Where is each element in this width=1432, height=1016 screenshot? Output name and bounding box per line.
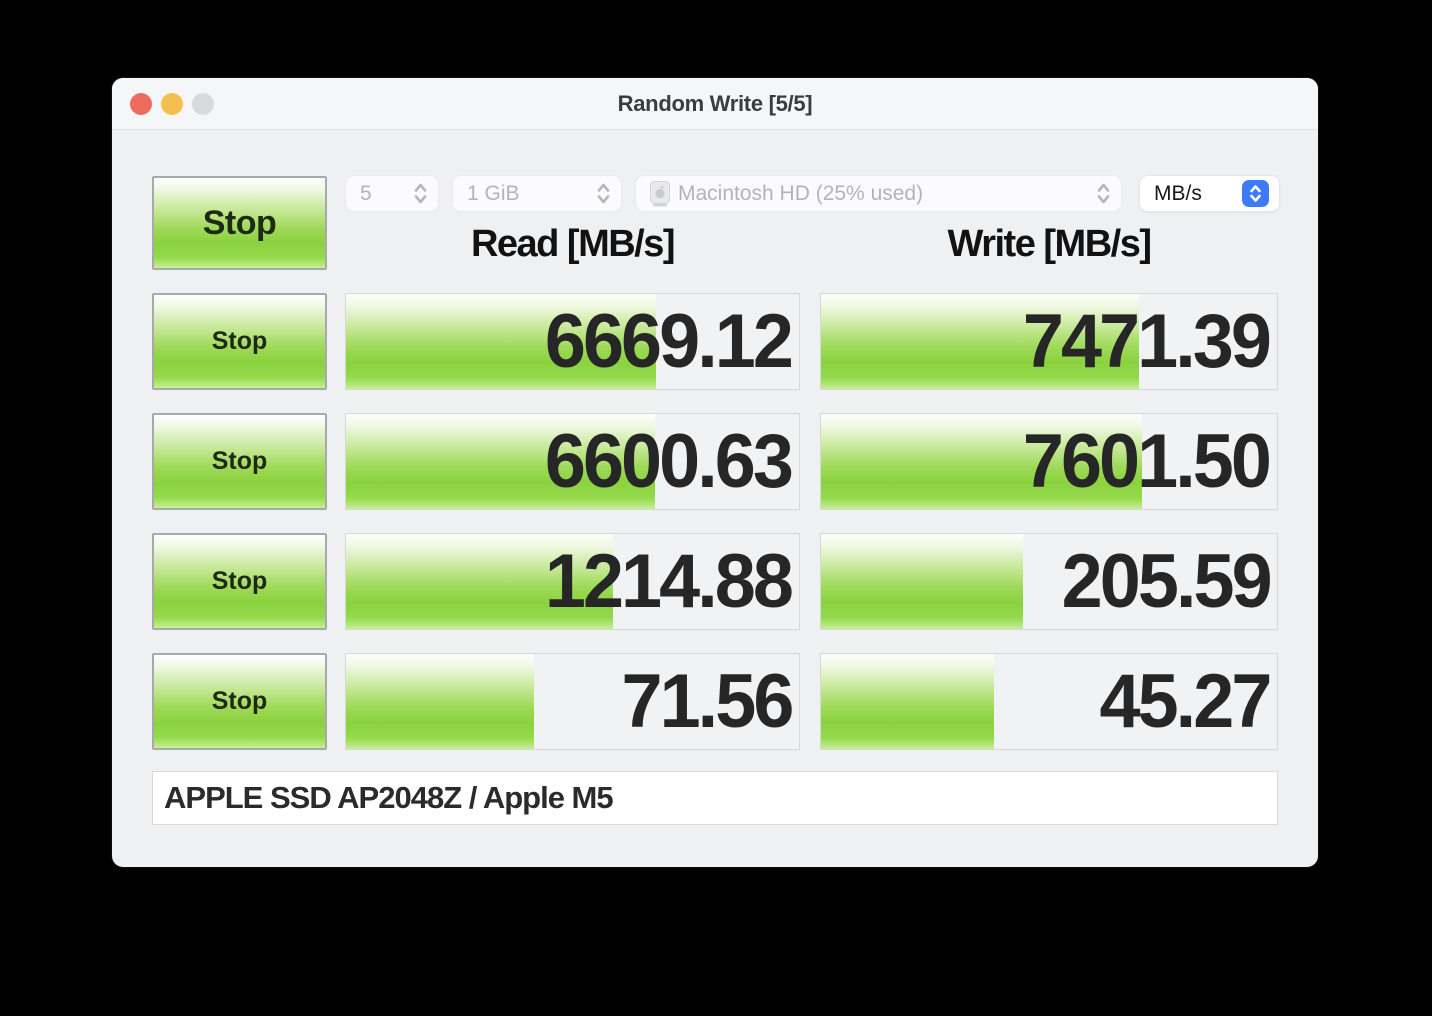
title-bar[interactable]: Random Write [5/5] xyxy=(112,78,1318,130)
read-result-bar xyxy=(346,414,655,509)
read-result-value: 6600.63 xyxy=(545,419,794,504)
test-size-value: 1 GiB xyxy=(467,181,520,205)
write-result-value: 7601.50 xyxy=(1023,419,1272,504)
write-result-value: 45.27 xyxy=(1099,659,1272,744)
read-result-cell: 1214.88 xyxy=(345,533,800,630)
read-result-bar xyxy=(346,534,614,629)
result-row: Stop 6600.63 7601.50 xyxy=(112,413,1318,510)
write-result-cell: 45.27 xyxy=(820,653,1278,750)
write-result-bar xyxy=(821,654,995,749)
write-result-cell: 205.59 xyxy=(820,533,1278,630)
stop-test-button[interactable]: Stop xyxy=(152,533,327,630)
stop-test-button[interactable]: Stop xyxy=(152,653,327,750)
read-result-cell: 6600.63 xyxy=(345,413,800,510)
result-row: Stop 6669.12 7471.39 xyxy=(112,293,1318,390)
result-row: Stop 71.56 45.27 xyxy=(112,653,1318,750)
stepper-chevrons-icon xyxy=(1096,182,1111,205)
stepper-chevrons-icon xyxy=(596,182,611,205)
read-result-value: 1214.88 xyxy=(545,539,794,624)
test-count-value: 5 xyxy=(360,181,372,205)
internal-drive-icon xyxy=(650,180,670,207)
write-result-bar xyxy=(821,534,1023,629)
read-result-cell: 71.56 xyxy=(345,653,800,750)
write-result-value: 7471.39 xyxy=(1023,299,1272,384)
stop-test-button[interactable]: Stop xyxy=(152,413,327,510)
read-result-bar xyxy=(346,294,657,389)
select-chevrons-icon xyxy=(1242,180,1269,207)
volume-value: Macintosh HD (25% used) xyxy=(678,181,924,205)
volume-select: Macintosh HD (25% used) xyxy=(636,176,1121,211)
zoom-button-disabled xyxy=(192,93,214,115)
minimize-button[interactable] xyxy=(161,93,183,115)
stop-all-button[interactable]: Stop xyxy=(152,176,327,270)
close-button[interactable] xyxy=(130,93,152,115)
result-row: Stop 1214.88 205.59 xyxy=(112,533,1318,630)
unit-select[interactable]: MB/s xyxy=(1140,176,1279,211)
write-column-header: Write [MB/s] xyxy=(947,222,1152,265)
write-result-cell: 7471.39 xyxy=(820,293,1278,390)
unit-value: MB/s xyxy=(1154,181,1202,205)
write-result-bar xyxy=(821,414,1142,509)
read-result-bar xyxy=(346,654,534,749)
read-result-value: 71.56 xyxy=(621,659,794,744)
test-size-select: 1 GiB xyxy=(453,176,621,211)
write-result-value: 205.59 xyxy=(1061,539,1272,624)
stepper-chevrons-icon xyxy=(413,182,428,205)
write-result-cell: 7601.50 xyxy=(820,413,1278,510)
window-title: Random Write [5/5] xyxy=(617,90,813,116)
test-count-select: 5 xyxy=(346,176,438,211)
read-result-value: 6669.12 xyxy=(545,299,794,384)
traffic-lights xyxy=(130,78,214,130)
stop-test-button[interactable]: Stop xyxy=(152,293,327,390)
device-info-field[interactable]: APPLE SSD AP2048Z / Apple M5 xyxy=(152,771,1278,825)
write-result-bar xyxy=(821,294,1140,389)
read-column-header: Read [MB/s] xyxy=(470,222,676,265)
read-result-cell: 6669.12 xyxy=(345,293,800,390)
app-window: Random Write [5/5] Stop 5 1 GiB xyxy=(112,78,1318,867)
